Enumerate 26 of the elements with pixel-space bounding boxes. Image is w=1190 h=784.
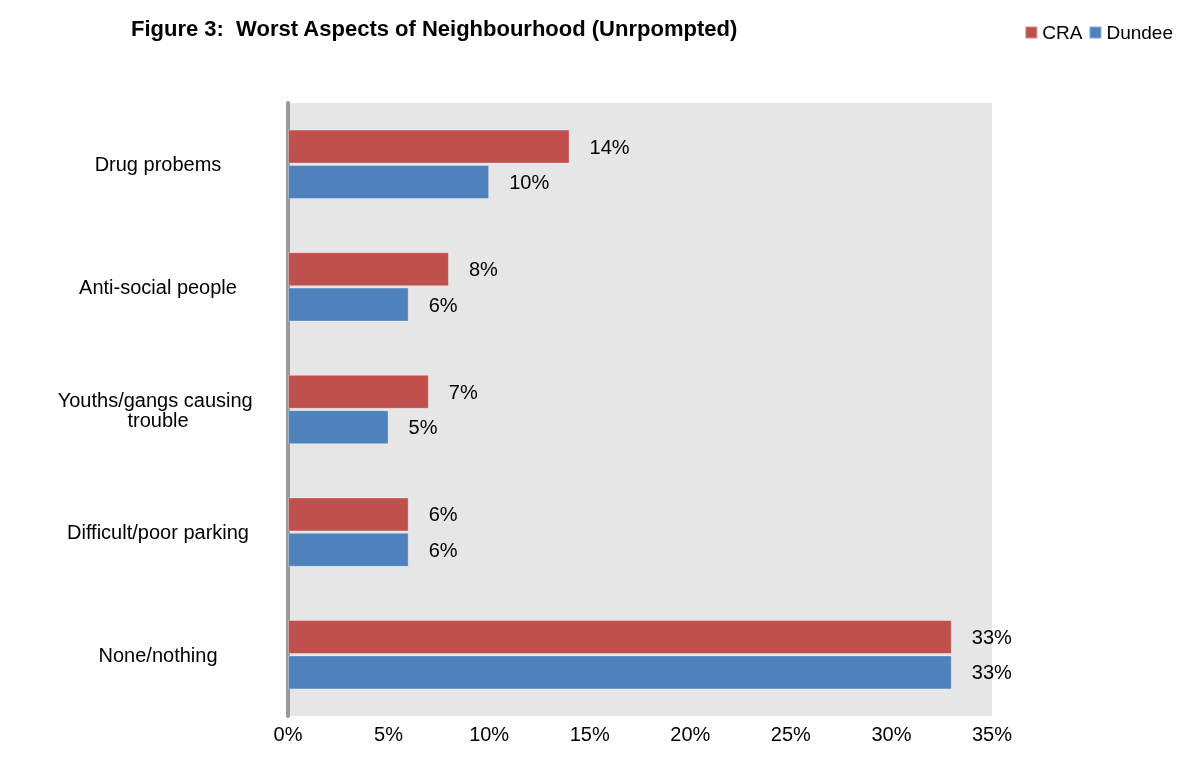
data-label: 33% bbox=[971, 626, 1013, 649]
x-tick-label: 35% bbox=[971, 723, 1013, 745]
x-tick-label: 10% bbox=[469, 723, 510, 745]
data-label: 8% bbox=[468, 258, 499, 281]
legend-label: CRA bbox=[1042, 22, 1083, 43]
data-label: 33% bbox=[971, 661, 1013, 684]
y-tick-label: Drug probems bbox=[94, 153, 222, 176]
data-label: 5% bbox=[408, 416, 438, 439]
x-tick-label: 20% bbox=[670, 723, 711, 745]
x-tick-label: 25% bbox=[770, 723, 812, 745]
data-label: 6% bbox=[428, 293, 458, 316]
data-label: 14% bbox=[589, 135, 630, 158]
x-tick-label: 5% bbox=[374, 723, 404, 745]
x-tick-label: 15% bbox=[569, 723, 610, 745]
data-label: 10% bbox=[509, 170, 550, 193]
data-label: 7% bbox=[448, 380, 478, 403]
y-tick-label: Anti-social people bbox=[79, 275, 237, 298]
data-label: 6% bbox=[428, 538, 458, 561]
data-label: 6% bbox=[428, 503, 458, 526]
y-tick-label: Youths/gangs causing trouble bbox=[57, 388, 259, 431]
x-tick-label: 0% bbox=[273, 723, 303, 745]
legend-label: Dundee bbox=[1106, 22, 1174, 43]
x-tick-label: 30% bbox=[871, 723, 912, 745]
y-tick-label: Difficult/poor parking bbox=[67, 521, 249, 544]
y-tick-label: None/nothing bbox=[98, 643, 218, 666]
chart-title: Figure 3: Worst Aspects of Neighbourhood (Unrpompted) bbox=[131, 15, 738, 41]
